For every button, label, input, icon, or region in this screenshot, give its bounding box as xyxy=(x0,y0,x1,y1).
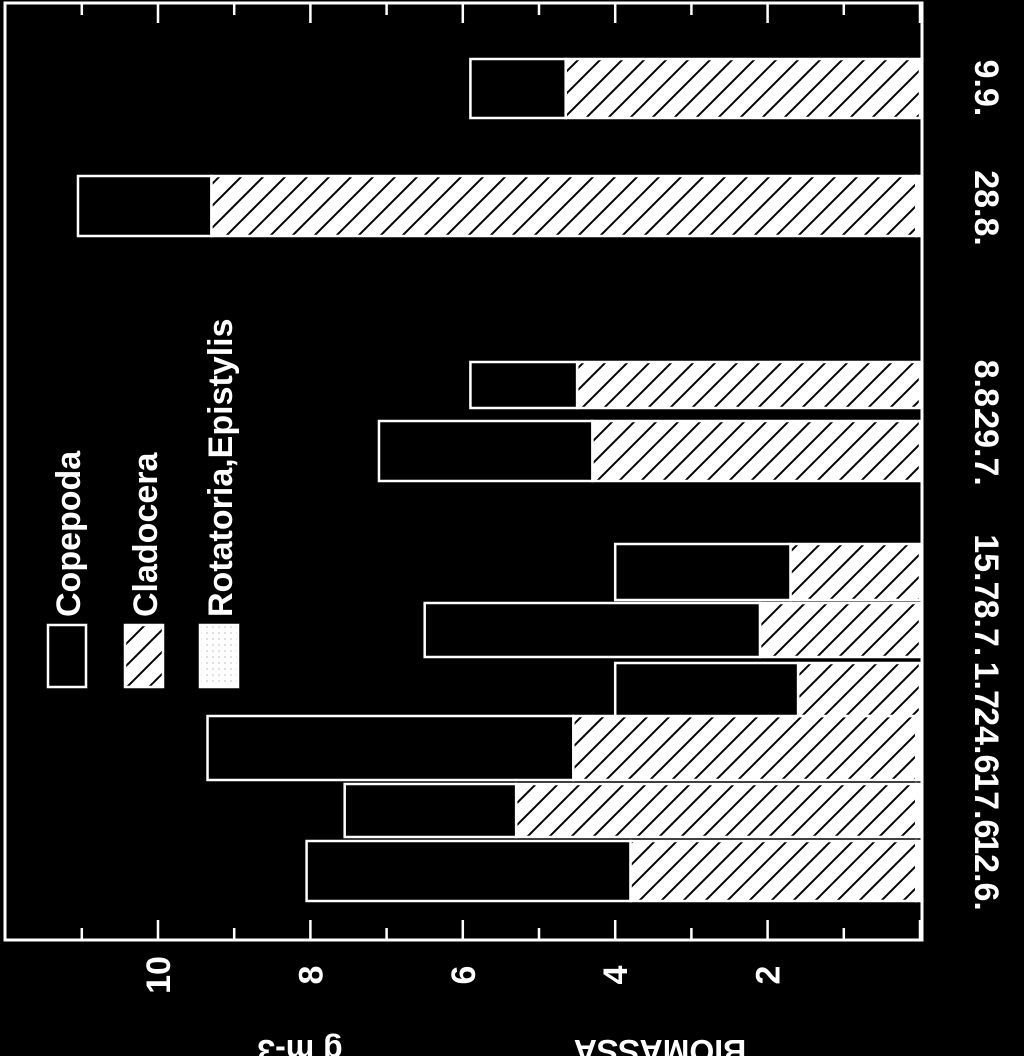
bar-cladocera-24-6 xyxy=(572,714,918,782)
bar-cladocera-15-7 xyxy=(789,542,922,602)
tick-label-4: 4 xyxy=(597,965,635,984)
legend-swatch-copepoda xyxy=(46,623,88,689)
axis-title: BIOMASSA xyxy=(574,1033,746,1056)
tick-label-10: 10 xyxy=(140,956,178,994)
bar-cladocera-8-7 xyxy=(758,601,922,659)
bar-copepoda-24-6 xyxy=(206,714,575,782)
bar-copepoda-15-7 xyxy=(613,542,792,602)
category-label-8-7: 8.7. xyxy=(967,600,1005,657)
legend-label-rotatoria-epistylis: Rotatoria,Epistylis xyxy=(202,318,240,617)
category-label-1-7: 1.7. xyxy=(967,662,1005,719)
plot-root: 2 4 6 8 10 BIOMASSA g m-3 12.6.17.6.24.6.1.7. 8.… xyxy=(3,1,1005,1056)
tick-label-6: 6 xyxy=(445,966,483,985)
bar-cladocera-12-6 xyxy=(629,839,918,903)
bar-cladocera-17-6 xyxy=(514,782,918,839)
legend-swatch-rotatoria-epistylis xyxy=(198,623,240,689)
category-label-29-7: 29.7. xyxy=(967,410,1005,486)
bar-copepoda-1-7 xyxy=(613,661,800,718)
axis-unit: g m-3 xyxy=(257,1033,342,1056)
bar-copepoda-8-7 xyxy=(423,601,762,659)
category-label-9-9: 9.9. xyxy=(967,60,1005,117)
tick-label-2: 2 xyxy=(750,966,788,985)
category-label-8-8: 8.8. xyxy=(967,360,1005,417)
bar-cladocera-1-7 xyxy=(796,661,922,718)
bar-cladocera-8-8 xyxy=(575,360,922,410)
bar-copepoda-12-6 xyxy=(305,839,632,903)
category-label-24-6: 24.6. xyxy=(967,707,1005,783)
bar-copepoda-8-8 xyxy=(469,360,579,410)
category-label-17-6: 17.6. xyxy=(967,772,1005,848)
category-label-28-8: 28.8. xyxy=(967,170,1005,246)
legend-swatch-cladocera xyxy=(123,623,165,689)
legend-label-copepoda: Copepoda xyxy=(50,450,88,617)
bar-cladocera-29-7 xyxy=(591,419,922,483)
bar-copepoda-9-9 xyxy=(469,57,567,120)
bar-cladocera-9-9 xyxy=(564,57,922,120)
category-label-15-7: 15.7. xyxy=(967,534,1005,610)
bar-copepoda-28-8 xyxy=(76,174,213,238)
bar-copepoda-29-7 xyxy=(377,419,594,483)
bar-cladocera-28-8 xyxy=(210,174,918,238)
tick-label-8: 8 xyxy=(292,966,330,985)
category-label-12-6: 12.6. xyxy=(967,835,1005,911)
bar-copepoda-17-6 xyxy=(343,782,518,839)
legend-label-cladocera: Cladocera xyxy=(127,452,165,617)
